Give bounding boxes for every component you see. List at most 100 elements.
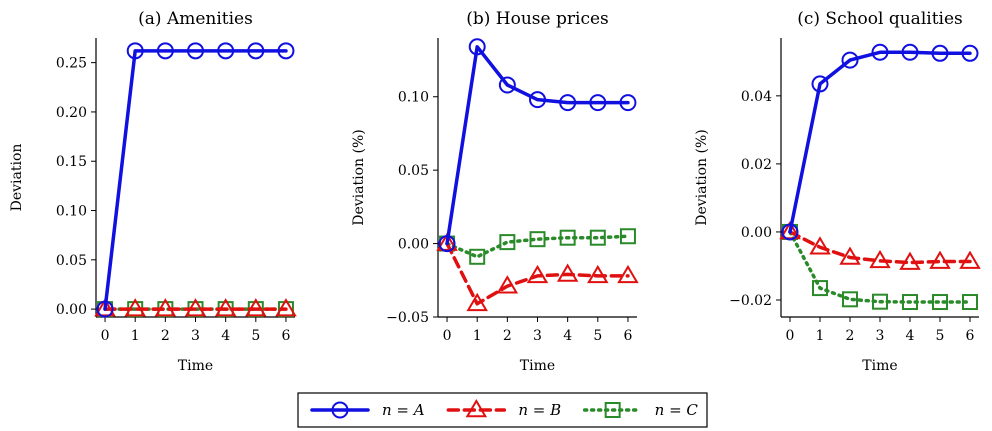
data-point-A	[277, 42, 295, 60]
data-point-A	[156, 42, 174, 60]
data-point-B	[556, 263, 579, 282]
series-A	[781, 43, 979, 241]
data-point-B	[929, 250, 951, 269]
chart-title: (c) School qualities	[797, 9, 963, 29]
chart-panel-0: (a) Amenities 0 1 2 3 4 5 6 0.00 0.05 0.10 0.15 0.20…	[9, 9, 297, 374]
data-point-C	[962, 294, 978, 311]
y-tick-label: 0.25	[56, 56, 87, 72]
data-point-B	[869, 249, 891, 269]
y-axis-label: Deviation (%)	[351, 129, 367, 225]
data-point-B	[899, 251, 921, 270]
x-tick-label: 5	[251, 328, 260, 344]
chart-panel-2: (c) School qualities 0 1 2 3 4 5 6 −0.02 0.00 0.02…	[694, 9, 981, 374]
y-tick-label: 0.05	[398, 163, 429, 179]
data-point-C	[499, 234, 516, 251]
series-line-A	[445, 45, 630, 246]
x-tick-label: 4	[221, 328, 230, 344]
data-point-C	[902, 294, 918, 311]
data-point-B	[124, 298, 146, 317]
data-point-B	[245, 298, 267, 317]
data-point-A	[559, 94, 577, 112]
x-axis-label: Time	[862, 358, 897, 374]
chart-panel-1: (b) House prices 0 1 2 3 4 5 6 −0.05 0.00 0.05 0.10…	[351, 9, 639, 374]
x-tick-label: 3	[191, 328, 200, 344]
data-point-A	[468, 38, 486, 56]
data-point-A	[619, 94, 637, 112]
series-B	[94, 298, 297, 317]
x-tick-label: 3	[533, 328, 542, 344]
x-tick-label: 5	[936, 328, 945, 344]
legend-item-A: n = A	[310, 401, 425, 419]
legend-marker	[465, 399, 488, 418]
x-tick-label: 6	[281, 328, 290, 344]
data-point-C	[529, 231, 546, 248]
x-tick-label: 1	[131, 328, 140, 344]
data-point-A	[96, 300, 114, 318]
y-tick-label: 0.04	[741, 89, 772, 105]
y-tick-label: 0.20	[56, 105, 87, 121]
y-tick-label: 0.00	[398, 237, 429, 253]
legend: n = A n = B n = C	[297, 392, 708, 428]
y-tick-label: 0.02	[741, 157, 772, 173]
y-tick-label: 0.15	[56, 154, 87, 170]
data-point-B	[154, 298, 177, 317]
x-tick-label: 1	[816, 328, 825, 344]
series-line-C	[445, 234, 630, 259]
x-axis-label: Time	[520, 358, 555, 374]
x-tick-label: 0	[101, 328, 110, 344]
chart-title: (b) House prices	[466, 9, 609, 29]
data-point-A	[841, 51, 859, 69]
y-tick-label: 0.00	[741, 225, 772, 241]
data-point-B	[436, 232, 458, 251]
legend-item-B: n = B	[446, 399, 561, 419]
x-tick-label: 4	[563, 328, 572, 344]
legend-label: n = B	[518, 401, 561, 419]
y-axis-label: Deviation	[9, 144, 25, 212]
data-point-C	[469, 248, 486, 265]
y-tick-label: 0.05	[56, 253, 87, 269]
series-C	[439, 228, 636, 265]
x-tick-label: 0	[786, 328, 795, 344]
data-point-B	[94, 298, 116, 317]
series-A	[438, 38, 637, 253]
data-point-A	[126, 42, 144, 60]
series-line-C	[788, 230, 972, 304]
legend-label: n = C	[655, 401, 699, 419]
chart-title: (a) Amenities	[138, 9, 253, 29]
y-tick-label: 0.10	[398, 90, 429, 106]
data-point-C	[842, 291, 858, 308]
data-point-A	[438, 235, 456, 253]
data-point-C	[872, 293, 888, 310]
data-point-B	[779, 220, 801, 240]
x-axis-label: Time	[178, 358, 213, 374]
series-B	[436, 232, 639, 312]
x-tick-label: 2	[503, 328, 512, 344]
data-point-B	[959, 250, 981, 269]
legend-marker	[604, 402, 621, 418]
data-point-C	[589, 229, 606, 246]
data-point-A	[498, 76, 516, 94]
data-point-B	[617, 264, 639, 284]
data-point-A	[931, 44, 949, 62]
x-tick-label: 5	[593, 328, 602, 344]
y-tick-label: 0.10	[56, 204, 87, 220]
data-point-B	[587, 264, 609, 284]
legend-label: n = A	[382, 401, 425, 419]
y-tick-label: −0.02	[729, 293, 772, 309]
x-tick-label: 3	[876, 328, 885, 344]
data-point-A	[811, 75, 829, 93]
chart-panels: (a) Amenities 0 1 2 3 4 5 6 0.00 0.05 0.10 0.15 0.20…	[9, 9, 981, 374]
data-point-C	[932, 294, 948, 311]
data-point-A	[187, 42, 204, 60]
x-tick-label: 4	[906, 328, 915, 344]
data-point-A	[781, 223, 799, 241]
x-tick-label: 2	[846, 328, 855, 344]
y-tick-label: 0.00	[56, 302, 87, 318]
x-tick-label: 0	[443, 328, 452, 344]
data-point-C	[559, 229, 576, 246]
data-point-A	[529, 91, 546, 109]
data-point-B	[526, 264, 549, 284]
series-B	[779, 220, 981, 270]
x-tick-label: 2	[161, 328, 170, 344]
